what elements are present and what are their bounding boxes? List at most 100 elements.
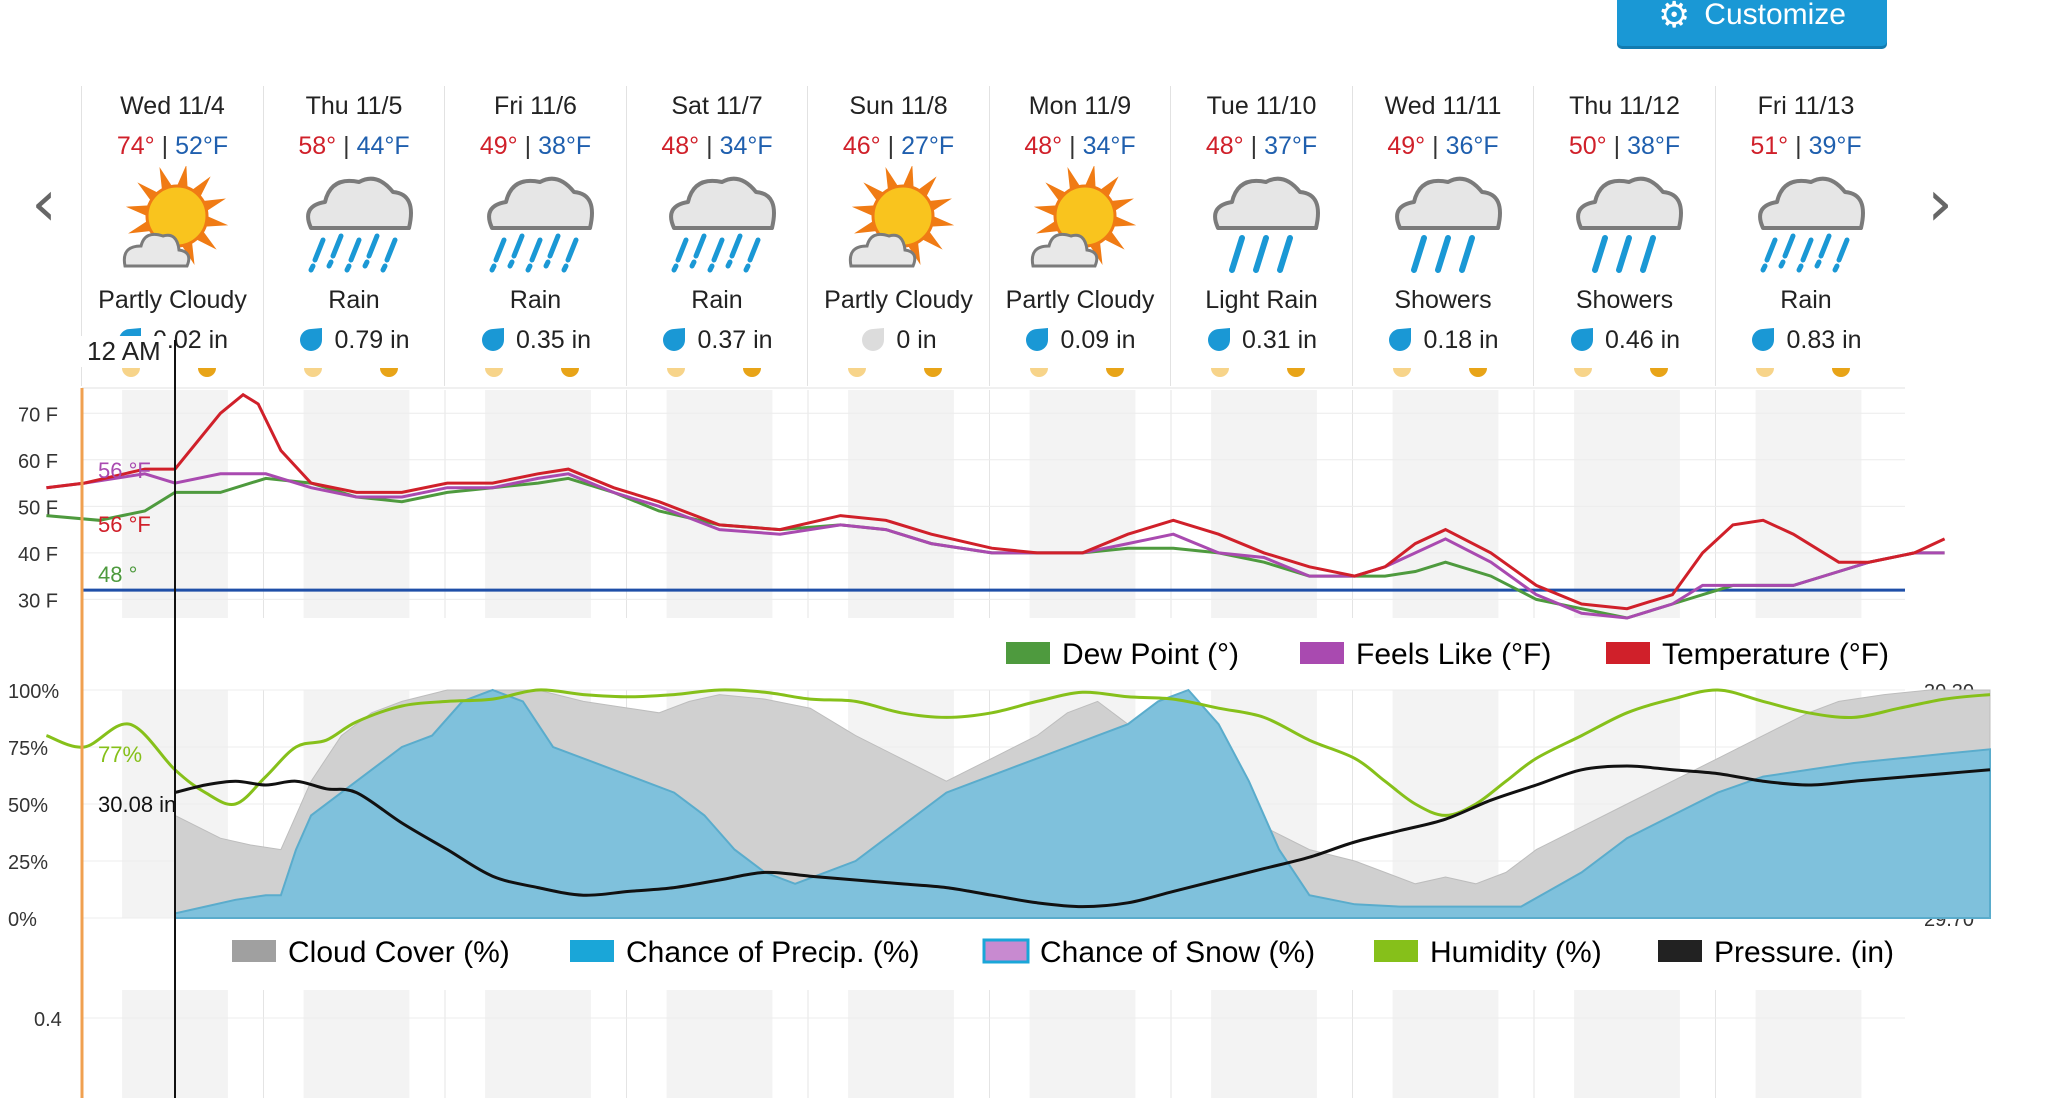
cursor-time-label: 12 AM [81,336,167,367]
day-temps: 50° | 38°F [1568,132,1681,160]
day-column[interactable]: Thu 11/12 50° | 38°F Showers 0.46 in [1533,86,1715,386]
day-column[interactable]: Sun 11/8 46° | 27°F Partly Cloudy 0 in [807,86,989,386]
sunset-icon [924,368,942,377]
day-precip-amount: 0.46 in [1604,326,1681,354]
day-precip-amount: 0.37 in [697,326,773,354]
sunrise-icon [1574,368,1592,377]
day-column[interactable]: Wed 11/4 74° | 52°F Partly Cloudy 0.02 in [81,86,263,386]
legend-dew-point[interactable]: Dew Point (°) [1062,638,1239,671]
next-arrow[interactable]: › [1920,172,1960,236]
legend-chance-of-precip[interactable]: Chance of Precip. (%) [626,936,919,969]
raindrop-icon [663,328,686,351]
showers-icon [1576,176,1683,273]
sunrise-icon [122,368,140,377]
day-column[interactable]: Sat 11/7 48° | 34°F Rain 0.37 in [625,86,808,386]
daily-forecast-strip: Wed 11/4 74° | 52°F Partly Cloudy 0.02 in T… [81,86,1886,386]
y-tick-label: 60 F [18,451,58,473]
legend-temperature[interactable]: Temperature (°F) [1662,638,1889,671]
legend-feels-like[interactable]: Feels Like (°F) [1356,638,1551,671]
sunrise-sunset-markers [1392,368,1487,377]
legend-humidity[interactable]: Humidity (%) [1430,936,1602,969]
day-column[interactable]: Thu 11/5 58° | 44°F Rain 0.79 in [262,86,445,386]
legend-cloud-cover[interactable]: Cloud Cover (%) [288,936,510,969]
day-condition: Showers [1394,286,1492,314]
day-precip: 0.46 in [1534,326,1715,355]
day-name: Sun 11/8 [849,92,948,120]
sunset-icon [1468,368,1487,377]
low-temp: 37°F [1264,132,1318,160]
high-temp: 48° [1205,132,1244,160]
precip-amount-y-axis: 0.4 [34,1009,1905,1031]
day-column[interactable]: Tue 11/10 48° | 37°F Light Rain 0.31 in [1170,86,1352,386]
rain-icon [305,176,413,273]
day-temps: 49° | 38°F [479,132,592,160]
legend-swatch-temperature [1606,642,1650,664]
day-condition: Partly Cloudy [1005,286,1155,314]
cursor-dew-point: 48 ° [98,562,137,587]
precip-amount-chart: 0.4 [34,1009,1905,1031]
cursor-temperature: 56 °F [98,512,151,537]
raindrop-icon [1752,328,1775,351]
precip-humidity-legend: Cloud Cover (%) Chance of Precip. (%) Ch… [232,936,1894,969]
high-temp: 58° [298,132,337,160]
sunrise-sunset-markers [848,368,942,377]
raindrop-icon [1389,328,1412,351]
rain-icon [668,176,776,273]
day-precip-amount: 0.09 in [1060,326,1136,354]
high-temp: 48° [1024,132,1063,160]
y-tick-label: 100% [8,681,59,703]
day-temps: 48° | 37°F [1205,132,1318,160]
legend-pressure[interactable]: Pressure. (in) [1714,936,1894,969]
day-precip: 0.09 in [990,326,1171,355]
y-tick-label: 50% [8,795,48,817]
low-temp: 27°F [901,132,955,160]
day-precip-amount: 0.31 in [1241,326,1318,354]
day-column[interactable]: Fri 11/13 51° | 39°F Rain 0.83 in [1714,86,1897,386]
day-name: Fri 11/6 [494,92,577,120]
sunrise-sunset-markers [1029,368,1124,377]
day-name: Tue 11/10 [1206,92,1317,120]
day-condition: Partly Cloudy [824,286,973,314]
legend-chance-of-snow[interactable]: Chance of Snow (%) [1040,936,1315,969]
showers-icon [1394,176,1502,273]
day-column[interactable]: Fri 11/6 49° | 38°F Rain 0.35 in [444,86,626,386]
sunrise-sunset-markers [1211,368,1305,377]
y-tick-label: 75% [8,738,48,760]
sunset-icon [1287,368,1305,377]
customize-button[interactable]: ⚙ Customize [1617,0,1887,46]
day-name: Mon 11/9 [1028,92,1132,120]
partly-cloudy-icon [122,166,229,268]
day-temps: 48° | 34°F [1024,132,1136,160]
day-column[interactable]: Mon 11/9 48° | 34°F Partly Cloudy 0.09 in [988,86,1171,386]
day-condition: Rain [509,286,562,314]
legend-swatch-cloud-cover [232,940,276,962]
day-precip: 0.79 in [264,326,445,355]
legend-swatch-feels-like [1300,642,1344,664]
sunrise-icon [485,368,503,377]
day-precip: 0.35 in [445,326,626,355]
gear-icon: ⚙ [1658,0,1691,35]
y-tick-label: 70 F [18,404,58,426]
temperature-chart: 70 F 60 F 50 F 40 F 30 F 56 °F 56 °F 48 ° De… [18,392,1946,671]
day-name: Thu 11/12 [1569,92,1680,120]
light-rain-icon [1213,176,1320,273]
sunrise-icon [1211,368,1229,377]
temperature-line [46,392,1946,611]
raindrop-icon [1026,328,1049,351]
prev-arrow[interactable]: ‹ [24,172,64,236]
partly-cloudy-icon [1030,166,1136,268]
legend-swatch-pressure [1658,940,1702,962]
day-column[interactable]: Wed 11/11 49° | 36°F Showers 0.18 in [1351,86,1534,386]
sunrise-sunset-markers [485,368,579,377]
sunrise-sunset-markers [122,368,216,377]
day-temps: 74° | 52°F [116,132,229,160]
pressure-line [174,764,1991,909]
day-name: Fri 11/13 [1757,92,1855,120]
day-precip-amount: 0.18 in [1423,326,1499,354]
day-name: Wed 11/4 [120,92,225,120]
day-name: Sat 11/7 [671,92,763,120]
low-temp: 38°F [538,132,592,160]
day-condition: Light Rain [1205,286,1318,314]
sunset-icon [1650,368,1668,377]
